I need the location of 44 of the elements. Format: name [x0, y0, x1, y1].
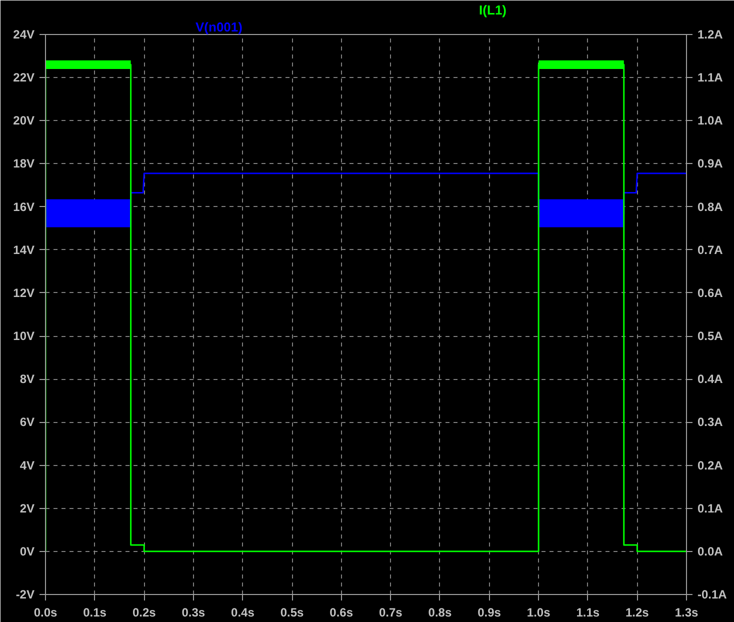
y2-tick-label: 0.4A	[698, 372, 724, 386]
text: I(L1)	[479, 2, 507, 18]
y-tick-label: 10V	[13, 329, 35, 344]
y-tick-label: 20V	[13, 114, 35, 128]
y2-tick-label: 0.0A	[698, 544, 724, 558]
y-tick-label: 4V	[20, 458, 35, 472]
y-tick-label: 0V	[20, 544, 35, 558]
y-tick-label: 24V	[13, 28, 35, 42]
y-tick-label: -2V	[16, 588, 35, 602]
y2-tick-label: 0.7A	[698, 242, 724, 257]
y2-tick-label: 1.1A	[698, 70, 724, 85]
y-tick-label: 16V	[13, 200, 35, 214]
x-tick-label: 1.3s	[674, 606, 699, 620]
y-tick-label: 22V	[13, 70, 35, 85]
y2-tick-label: 0.2A	[698, 458, 724, 472]
x-tick-label: 0.3s	[182, 606, 206, 620]
x-tick-label: 0.7s	[378, 606, 403, 620]
x-tick-label: 0.5s	[280, 606, 304, 620]
y2-tick-label: 0.5A	[698, 329, 724, 344]
y-tick-label: 12V	[13, 286, 35, 300]
y2-tick-label: 1.2A	[698, 28, 724, 42]
x-tick-label: 1.0s	[526, 606, 551, 620]
x-tick-label: 0.8s	[428, 606, 452, 620]
x-tick-label: 0.4s	[231, 606, 255, 620]
y-tick-label: 18V	[13, 156, 35, 171]
y-tick-label: 6V	[20, 415, 35, 430]
y2-tick-label: 1.0A	[698, 114, 724, 128]
y2-tick-label: 0.9A	[698, 156, 724, 171]
y-tick-label: 14V	[13, 242, 35, 257]
text: V(n001)	[196, 20, 242, 34]
x-tick-label: 0.9s	[478, 606, 502, 620]
x-tick-label: 0.6s	[330, 606, 354, 620]
x-tick-label: 1.2s	[626, 606, 650, 620]
x-tick-label: 0.2s	[132, 606, 156, 620]
y2-tick-label: 0.3A	[698, 415, 724, 430]
y-tick-label: 2V	[20, 501, 35, 516]
x-tick-label: 0.1s	[83, 606, 107, 620]
y-tick-label: 8V	[20, 372, 35, 386]
y2-tick-label: 0.6A	[698, 286, 724, 300]
y2-tick-label: 0.8A	[698, 200, 724, 214]
y2-tick-label: -0.1A	[698, 588, 728, 602]
x-tick-label: 1.1s	[576, 606, 600, 620]
y2-tick-label: 0.1A	[698, 501, 724, 516]
x-tick-label: 0.0s	[34, 606, 58, 620]
